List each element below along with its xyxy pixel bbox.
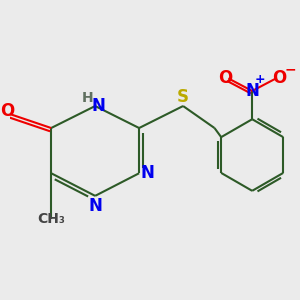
Text: −: − xyxy=(284,63,296,76)
Text: S: S xyxy=(177,88,189,106)
Text: N: N xyxy=(245,82,259,100)
Text: N: N xyxy=(88,197,102,215)
Text: H: H xyxy=(82,91,93,105)
Text: N: N xyxy=(92,97,105,115)
Text: O: O xyxy=(218,69,232,87)
Text: O: O xyxy=(0,102,14,120)
Text: N: N xyxy=(141,164,155,182)
Text: +: + xyxy=(255,73,266,86)
Text: O: O xyxy=(272,69,286,87)
Text: CH₃: CH₃ xyxy=(37,212,65,226)
